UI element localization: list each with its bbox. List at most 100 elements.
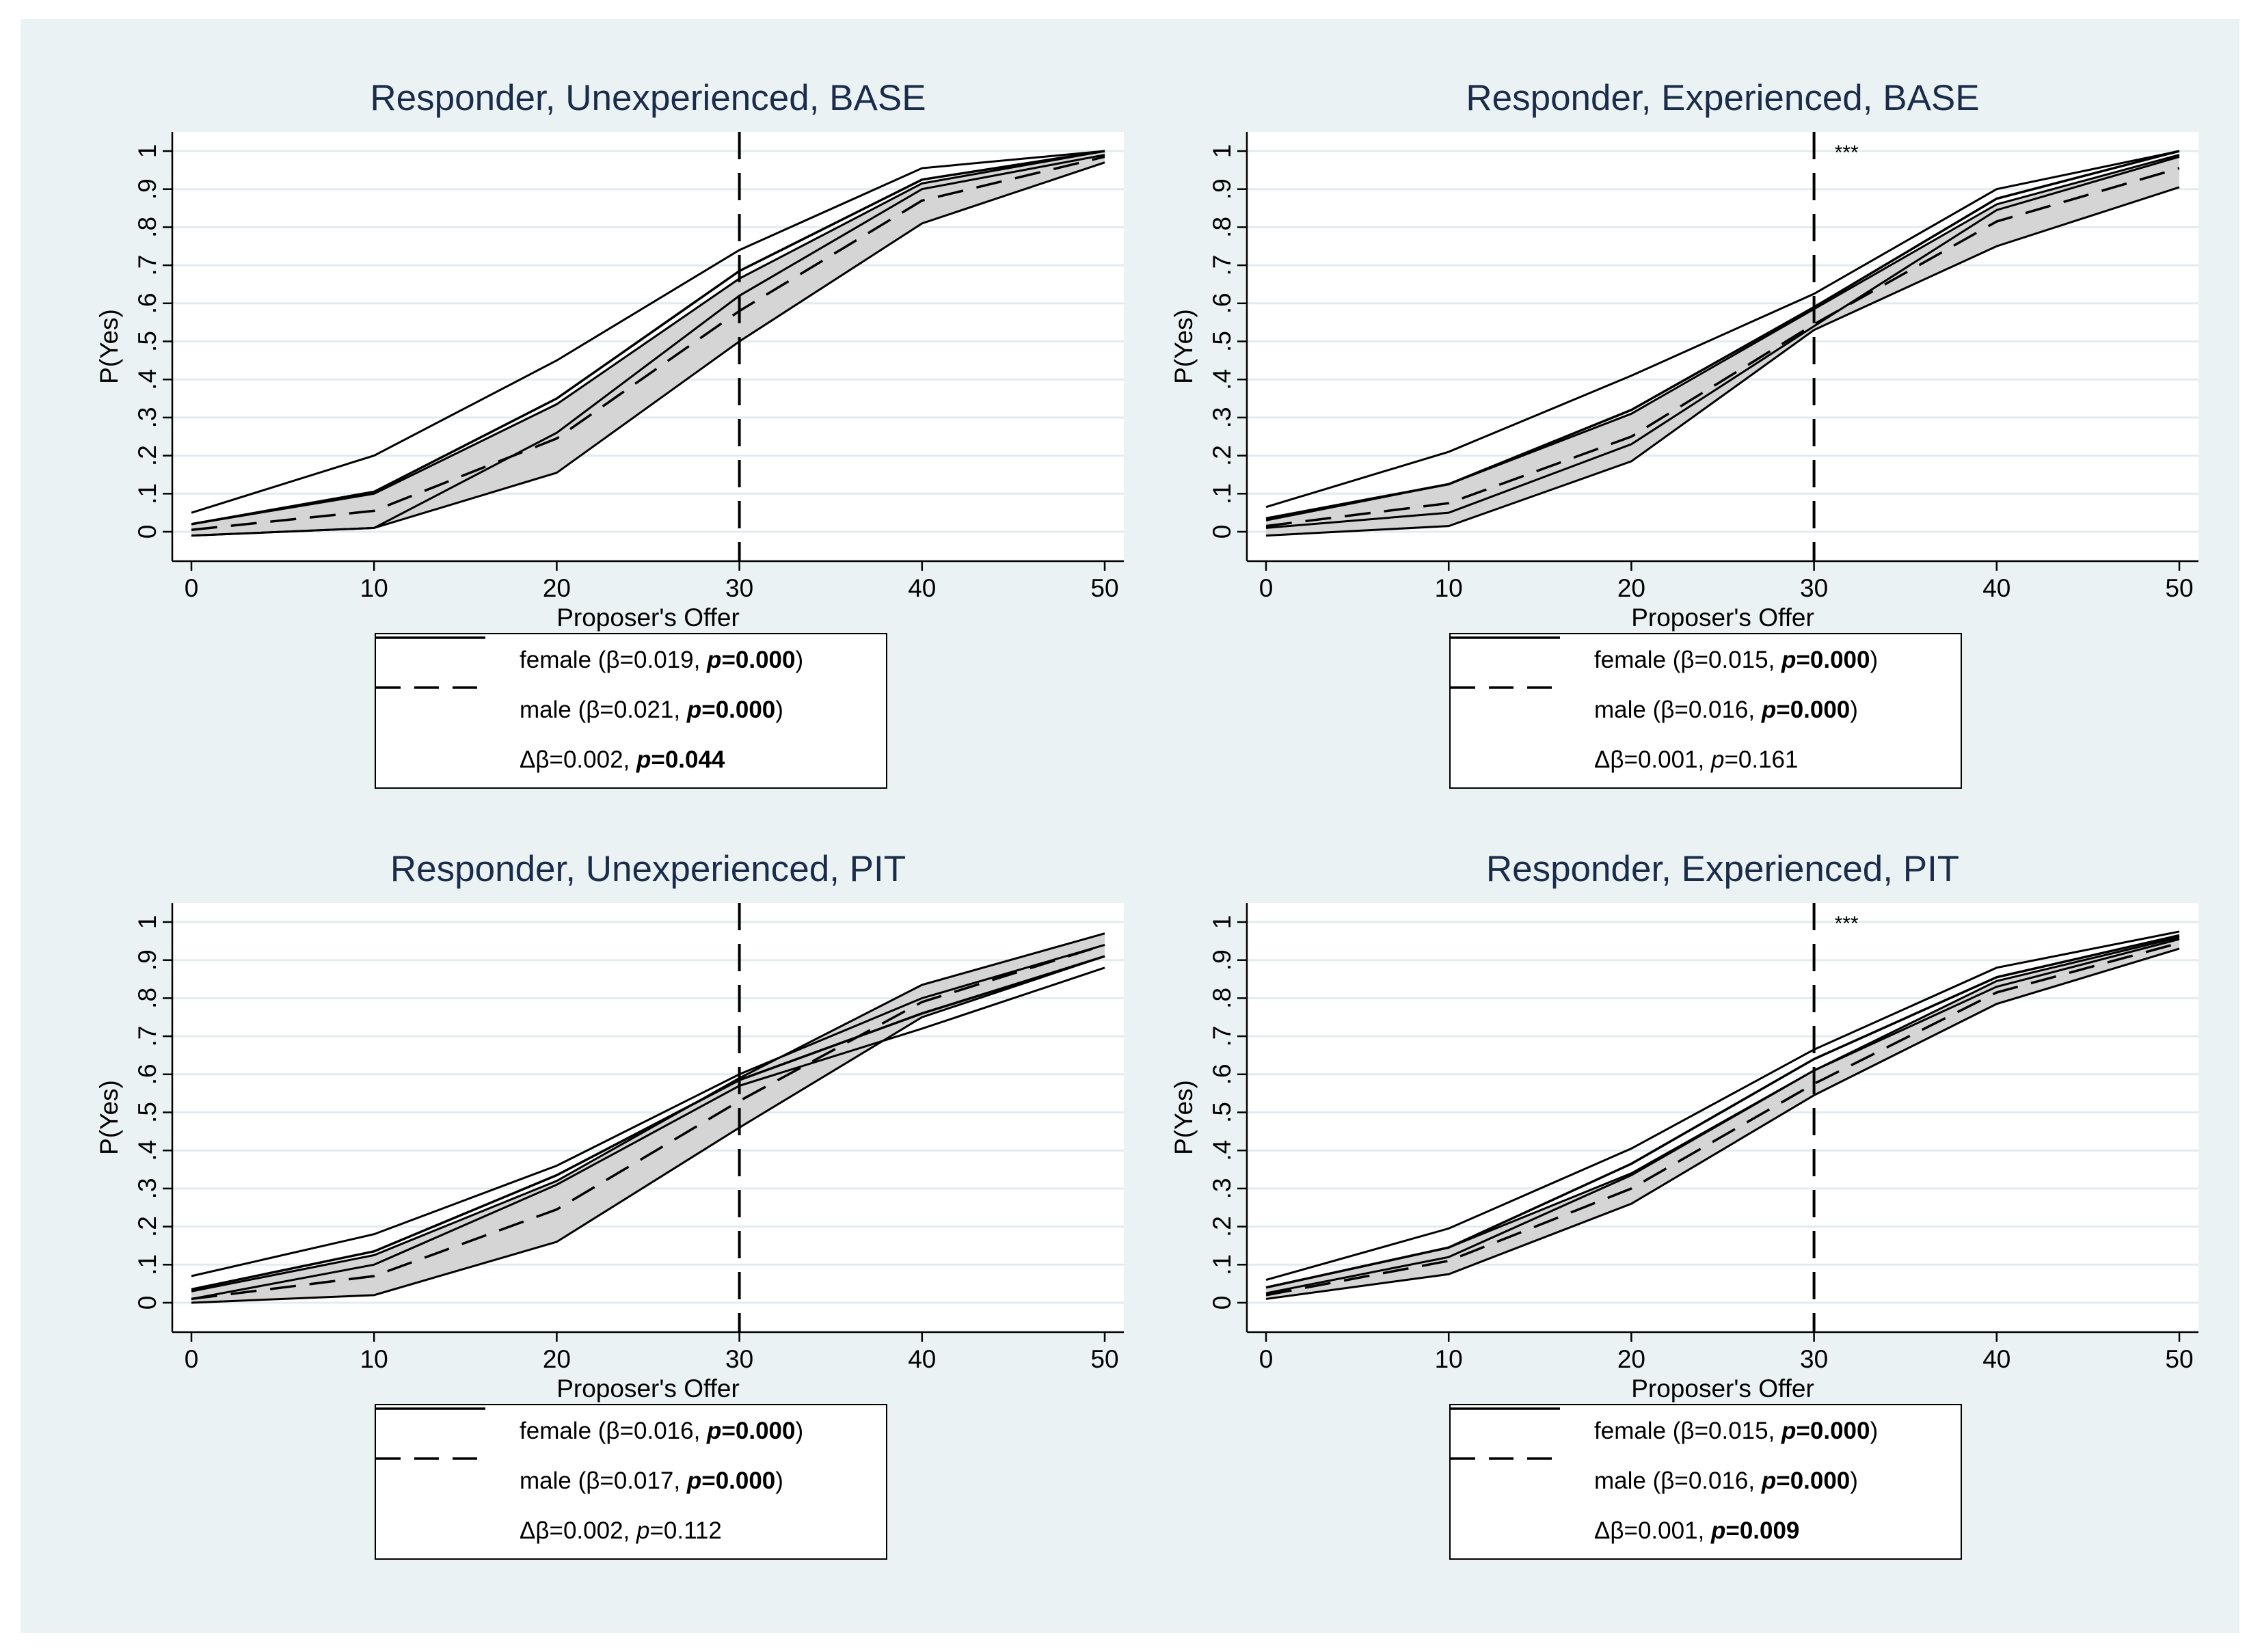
legend-label-text: Δβ=0.002,	[520, 1517, 636, 1544]
legend-p-label: p	[636, 746, 651, 773]
y-tick-label: .4	[1208, 369, 1236, 390]
legend-p-value: p=0.000	[707, 1418, 795, 1444]
y-tick-label: .7	[1208, 1026, 1236, 1047]
legend-p-value: p=0.000	[687, 696, 775, 723]
x-axis-label: Proposer's Offer	[556, 604, 740, 632]
legend-p-value: p=0.000	[687, 1467, 775, 1494]
legend-p-number: =0.161	[1724, 746, 1799, 773]
x-tick-label: 30	[725, 1345, 753, 1373]
legend-p-number: =0.044	[651, 746, 725, 773]
legend-p-label: p	[636, 1517, 650, 1544]
legend-label-text: male (β=0.017,	[520, 1467, 687, 1494]
x-tick-label: 50	[1090, 574, 1118, 602]
chart-title: Responder, Unexperienced, PIT	[390, 849, 906, 889]
y-tick-label: 1	[1208, 144, 1236, 159]
chart-title: Responder, Experienced, PIT	[1486, 849, 1959, 889]
y-tick-label: .9	[1208, 949, 1236, 971]
ci-line-male	[191, 150, 1105, 526]
series-line-male	[191, 155, 1105, 531]
ci-line-male	[1265, 186, 2180, 537]
legend-label-male: male (β=0.021, p=0.000)	[520, 695, 783, 725]
legend-item-male: male (β=0.016, p=0.000)	[1451, 1457, 1961, 1506]
legend-label-female: female (β=0.019, p=0.000)	[520, 645, 803, 675]
chart-svg: Responder, Unexperienced, BASE 0 .1 .2 .3 .4.…	[95, 78, 1124, 632]
legend-label-text: male (β=0.016,	[1594, 1467, 1762, 1494]
x-tick-label: 10	[1435, 1345, 1463, 1373]
legend-p-label: p	[1781, 1418, 1797, 1444]
y-tick-label: .8	[1208, 988, 1236, 1009]
legend-p-value: p=0.044	[636, 746, 725, 773]
plot-layer	[1265, 150, 2180, 537]
x-tick-label: 50	[2165, 1345, 2193, 1373]
legend-p-number: =0.000	[701, 1467, 776, 1494]
y-tick-label: 0	[1208, 525, 1236, 539]
x-tick-label: 0	[185, 574, 199, 602]
legend-item-female: female (β=0.019, p=0.000)	[376, 636, 886, 685]
chart-title: Responder, Unexperienced, BASE	[370, 78, 926, 118]
legend-close: )	[1870, 647, 1879, 673]
ci-line-male	[191, 955, 1105, 1304]
ci-line-female	[191, 150, 1105, 514]
legend-key-female	[1451, 1407, 1560, 1410]
legend-close: )	[1850, 1467, 1858, 1494]
legend-close: )	[775, 1467, 783, 1494]
x-tick-label: 30	[1800, 1345, 1828, 1373]
x-tick-label: 30	[725, 574, 753, 602]
y-tick-label: .5	[133, 331, 161, 352]
y-tick-label: .4	[133, 1140, 161, 1161]
x-tick-label: 50	[2165, 574, 2193, 602]
legend-key-female	[376, 636, 485, 639]
legend-p-value: p=0.000	[707, 647, 795, 673]
series-line-female	[191, 955, 1105, 1291]
ci-band-male	[1266, 154, 2179, 536]
legend-p-number: =0.000	[1776, 1467, 1851, 1494]
ci-line-female	[191, 966, 1105, 1300]
legend-p-label: p	[707, 1418, 722, 1444]
y-tick-label: .3	[1208, 407, 1236, 428]
legend-label-text: Δβ=0.001,	[1594, 746, 1711, 773]
legend-p-label: p	[686, 696, 702, 723]
chart-svg: Responder, Experienced, BASE 0 .1 .2 .3 .4 .5.…	[1170, 78, 2198, 632]
y-tick-label: .1	[1208, 483, 1236, 504]
y-tick-label: 1	[1208, 915, 1236, 930]
y-tick-label: .7	[133, 255, 161, 276]
legend-p-number: =0.000	[701, 696, 776, 723]
x-axis-label: Proposer's Offer	[1631, 604, 1814, 632]
legend-p-label: p	[707, 647, 722, 673]
y-tick-label: .9	[133, 178, 161, 200]
y-tick-label: .1	[133, 483, 161, 504]
y-tick-label: .8	[133, 217, 161, 238]
legend-item-female: female (β=0.015, p=0.000)	[1451, 636, 1961, 685]
y-tick-label: .2	[133, 445, 161, 466]
legend-p-number: =0.000	[1796, 1418, 1870, 1444]
y-axis-label: P(Yes)	[95, 309, 123, 384]
y-tick-label: 1	[133, 915, 161, 930]
y-tick-label: 0	[133, 1296, 161, 1310]
legend-label-text: Δβ=0.001,	[1594, 1517, 1711, 1544]
y-tick-label: .9	[1208, 178, 1236, 200]
y-tick-label: .4	[1208, 1140, 1236, 1161]
series-line-male	[1265, 941, 2180, 1297]
plot-layer	[191, 150, 1105, 537]
x-tick-label: 0	[185, 1345, 199, 1373]
x-tick-label: 0	[1259, 574, 1274, 602]
x-tick-label: 20	[1617, 574, 1645, 602]
chart-svg: Responder, Unexperienced, PIT 0 .1 .2 .3 .4 .5…	[95, 849, 1124, 1403]
legend-label-diff: Δβ=0.001, p=0.009	[1594, 1516, 1799, 1546]
legend-label-female: female (β=0.015, p=0.000)	[1594, 645, 1878, 675]
x-tick-label: 20	[543, 574, 571, 602]
legend-label-male: male (β=0.016, p=0.000)	[1594, 1466, 1858, 1496]
x-tick-label: 20	[543, 1345, 571, 1373]
legend-p-label: p	[1710, 1517, 1726, 1544]
legend-label-female: female (β=0.016, p=0.000)	[520, 1416, 803, 1446]
ci-line-female	[191, 943, 1105, 1277]
y-tick-label: .3	[133, 407, 161, 428]
legend-close: )	[1870, 1418, 1879, 1444]
plot-layer	[1265, 930, 2180, 1300]
chart-panel: Responder, Experienced, BASE 0 .1 .2 .3 .4 .5.…	[1095, 19, 2198, 789]
x-tick-label: 40	[908, 1345, 936, 1373]
legend-item-diff: Δβ=0.002, p=0.112	[376, 1506, 886, 1556]
legend-p-value: p=0.000	[1781, 1418, 1870, 1444]
legend-label-text: Δβ=0.002,	[520, 746, 636, 773]
legend-p-value: p=0.112	[636, 1517, 722, 1544]
